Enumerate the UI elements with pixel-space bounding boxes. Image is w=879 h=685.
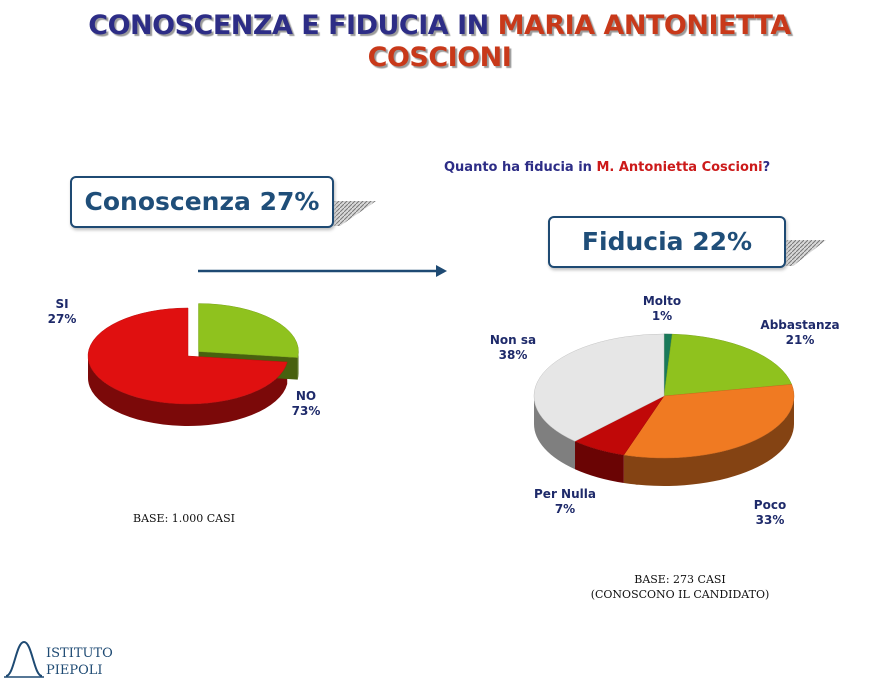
pie-conoscenza [87, 303, 299, 426]
title-part-1: CONOSCENZA E FIDUCIA IN [88, 10, 489, 41]
value-no: 73% [292, 404, 321, 418]
question-suffix: ? [762, 160, 771, 175]
pie-slice-no [87, 307, 288, 405]
pie-side-no [88, 356, 288, 426]
survey-question: Quanto ha fiducia in M. Antonietta Cosci… [444, 160, 770, 175]
value-non-sa: 38% [499, 348, 528, 362]
logo-line2: PIEPOLI [46, 663, 103, 678]
question-name: M. Antonietta Coscioni [596, 160, 763, 175]
pie-slice-non-sa [533, 333, 665, 442]
pie-fiducia [533, 333, 795, 486]
label-poco: Poco [754, 498, 786, 512]
title-part-2: MARIA ANTONIETTA [497, 10, 792, 41]
value-si: 27% [48, 312, 77, 326]
pie-slice-si [198, 303, 299, 358]
fiducia-box-shadow [778, 240, 826, 266]
conoscenza-box-shadow [325, 201, 376, 226]
value-abbastanza: 21% [786, 333, 815, 347]
label-molto: Molto [643, 294, 681, 308]
base-right-line2: (CONOSCONO IL CANDIDATO) [590, 588, 770, 601]
base-right-line1: BASE: 273 CASI [634, 573, 726, 586]
pie-slice-poco [623, 384, 795, 459]
base-right: BASE: 273 CASI (CONOSCONO IL CANDIDATO) [560, 572, 800, 602]
pie-side-non-sa [534, 396, 576, 470]
page-title: CONOSCENZA E FIDUCIA IN MARIA ANTONIETTA [0, 10, 879, 41]
logo-text: ISTITUTO PIEPOLI [46, 645, 113, 679]
logo-line1: ISTITUTO [46, 646, 113, 661]
label-per-nulla: Per Nulla [534, 487, 596, 501]
pie-side-si [297, 351, 299, 380]
pie-side-poco [623, 396, 794, 486]
pie-slice-abbastanza [663, 333, 793, 397]
label-abbastanza: Abbastanza [760, 318, 839, 332]
fiducia-box: Fiducia 22% [548, 216, 786, 268]
page-title-line2: COSCIONI [367, 42, 512, 73]
conoscenza-box: Conoscenza 27% [70, 176, 334, 228]
value-molto: 1% [652, 309, 672, 323]
question-prefix: Quanto ha fiducia in [444, 160, 592, 175]
pie-side-per-nulla [575, 441, 624, 483]
value-per-nulla: 7% [555, 502, 575, 516]
flow-arrow-head [436, 265, 447, 277]
base-left: BASE: 1.000 CASI [132, 512, 236, 525]
value-poco: 33% [756, 513, 785, 527]
label-non-sa: Non sa [490, 333, 536, 347]
label-si: SI [55, 297, 68, 311]
bell-curve-logo-icon [4, 640, 44, 678]
label-no: NO [296, 389, 316, 403]
